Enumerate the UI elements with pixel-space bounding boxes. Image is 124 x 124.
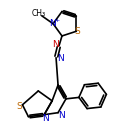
Text: +: + [54, 18, 59, 23]
Text: S: S [75, 27, 80, 36]
Text: CH₃: CH₃ [32, 9, 46, 18]
Text: N: N [42, 114, 49, 123]
Text: N: N [52, 40, 58, 49]
Text: S: S [17, 102, 22, 111]
Text: N: N [49, 19, 55, 28]
Text: N: N [58, 111, 64, 120]
Text: N: N [57, 54, 63, 63]
